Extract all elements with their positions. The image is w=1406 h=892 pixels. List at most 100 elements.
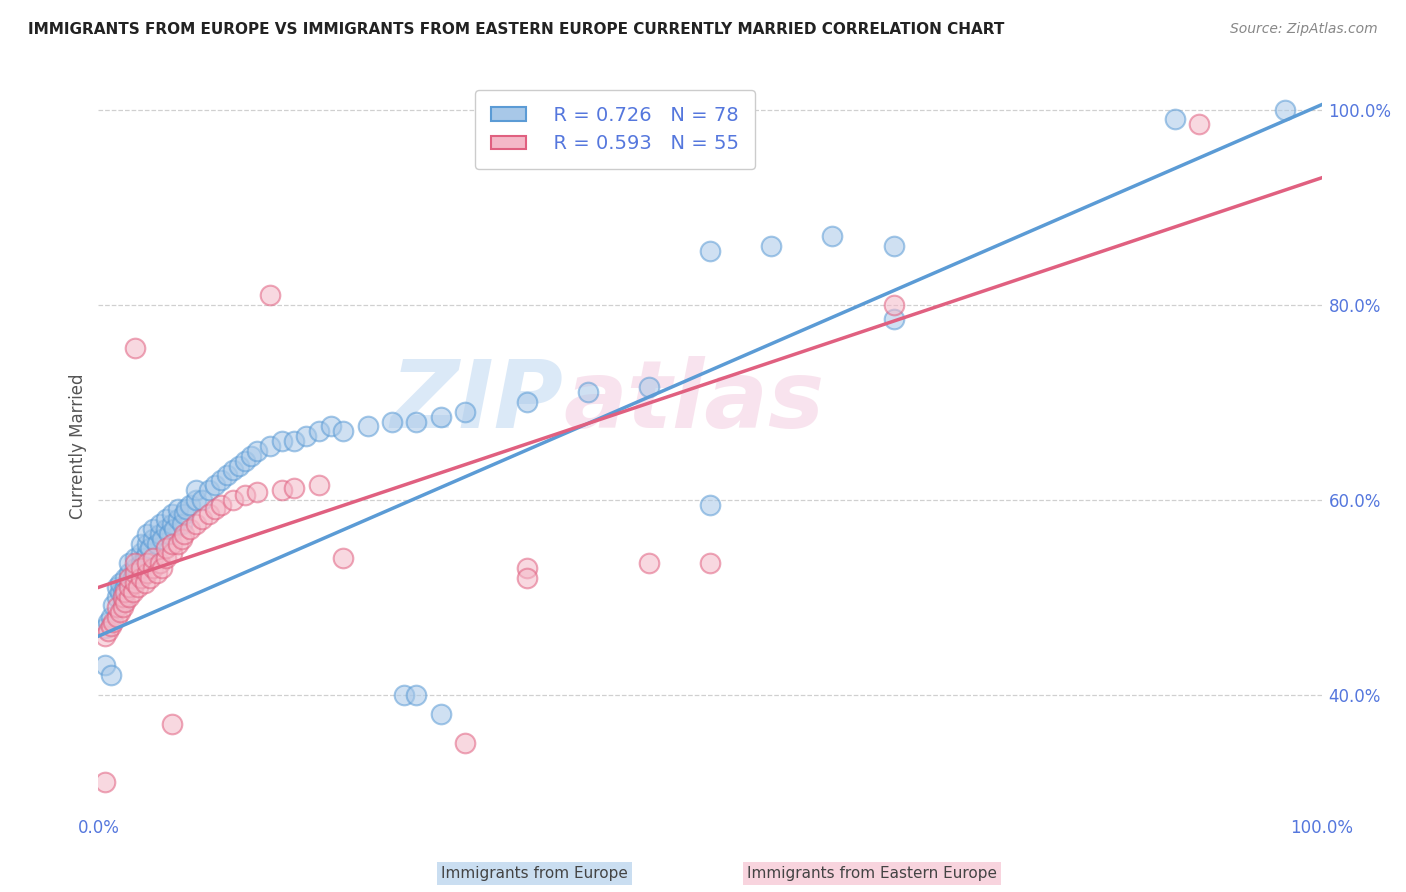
Point — [149, 516, 172, 531]
Point — [319, 419, 342, 434]
Point — [883, 297, 905, 311]
Point — [167, 512, 190, 526]
Point — [124, 556, 146, 570]
Point — [155, 512, 177, 526]
Point — [136, 536, 159, 550]
Point — [134, 575, 156, 590]
Point — [167, 536, 190, 550]
Point — [142, 532, 165, 546]
Point — [270, 434, 294, 449]
Point — [129, 536, 152, 550]
Point — [160, 536, 183, 550]
Point — [127, 581, 149, 595]
Point — [215, 468, 238, 483]
Point — [1164, 112, 1187, 127]
Point — [821, 229, 844, 244]
Point — [209, 473, 232, 487]
Point — [97, 615, 120, 629]
Point — [699, 244, 721, 258]
Point — [454, 405, 477, 419]
Point — [430, 707, 453, 722]
Point — [381, 415, 404, 429]
Point — [1188, 117, 1211, 131]
Point — [111, 595, 134, 609]
Point — [186, 483, 208, 497]
Text: Source: ZipAtlas.com: Source: ZipAtlas.com — [1230, 22, 1378, 37]
Point — [191, 512, 214, 526]
Point — [111, 599, 134, 614]
Point — [515, 561, 537, 575]
Point — [295, 429, 318, 443]
Point — [163, 522, 186, 536]
Point — [111, 585, 134, 599]
Point — [209, 498, 232, 512]
Point — [283, 434, 305, 449]
Point — [197, 508, 219, 522]
Text: atlas: atlas — [564, 356, 824, 448]
Point — [160, 546, 183, 560]
Point — [155, 541, 177, 556]
Point — [233, 488, 256, 502]
Point — [139, 541, 162, 556]
Point — [160, 508, 183, 522]
Point — [197, 483, 219, 497]
Point — [883, 239, 905, 253]
Point — [93, 775, 115, 789]
Point — [179, 498, 201, 512]
Point — [129, 571, 152, 585]
Point — [186, 492, 208, 507]
Point — [124, 575, 146, 590]
Text: Immigrants from Europe: Immigrants from Europe — [441, 866, 627, 881]
Point — [308, 478, 330, 492]
Point — [142, 522, 165, 536]
Point — [515, 395, 537, 409]
Point — [155, 522, 177, 536]
Point — [170, 532, 193, 546]
Point — [233, 453, 256, 467]
Text: IMMIGRANTS FROM EUROPE VS IMMIGRANTS FROM EASTERN EUROPE CURRENTLY MARRIED CORRE: IMMIGRANTS FROM EUROPE VS IMMIGRANTS FRO… — [28, 22, 1004, 37]
Point — [136, 526, 159, 541]
Point — [105, 590, 128, 604]
Point — [150, 532, 173, 546]
Point — [93, 629, 115, 643]
Point — [118, 581, 141, 595]
Point — [136, 546, 159, 560]
Point — [170, 516, 193, 531]
Point — [638, 380, 661, 394]
Y-axis label: Currently Married: Currently Married — [69, 373, 87, 519]
Point — [146, 536, 169, 550]
Point — [118, 566, 141, 580]
Point — [134, 551, 156, 566]
Point — [124, 551, 146, 566]
Point — [146, 566, 169, 580]
Point — [110, 575, 132, 590]
Point — [160, 516, 183, 531]
Point — [332, 551, 354, 566]
Point — [259, 439, 281, 453]
Point — [127, 566, 149, 580]
Point — [246, 484, 269, 499]
Point — [121, 585, 143, 599]
Point — [576, 385, 599, 400]
Point — [150, 561, 173, 575]
Point — [155, 551, 177, 566]
Point — [222, 463, 245, 477]
Point — [699, 498, 721, 512]
Point — [515, 571, 537, 585]
Point — [405, 688, 427, 702]
Point — [124, 566, 146, 580]
Point — [405, 415, 427, 429]
Point — [101, 615, 124, 629]
Point — [204, 502, 226, 516]
Point — [110, 585, 132, 599]
Point — [142, 551, 165, 566]
Point — [761, 239, 783, 253]
Point — [246, 443, 269, 458]
Point — [124, 561, 146, 575]
Legend:   R = 0.726   N = 78,   R = 0.593   N = 55: R = 0.726 N = 78, R = 0.593 N = 55 — [475, 90, 755, 169]
Point — [118, 571, 141, 585]
Point — [100, 619, 122, 633]
Point — [121, 571, 143, 585]
Point — [114, 585, 136, 599]
Point — [173, 508, 195, 522]
